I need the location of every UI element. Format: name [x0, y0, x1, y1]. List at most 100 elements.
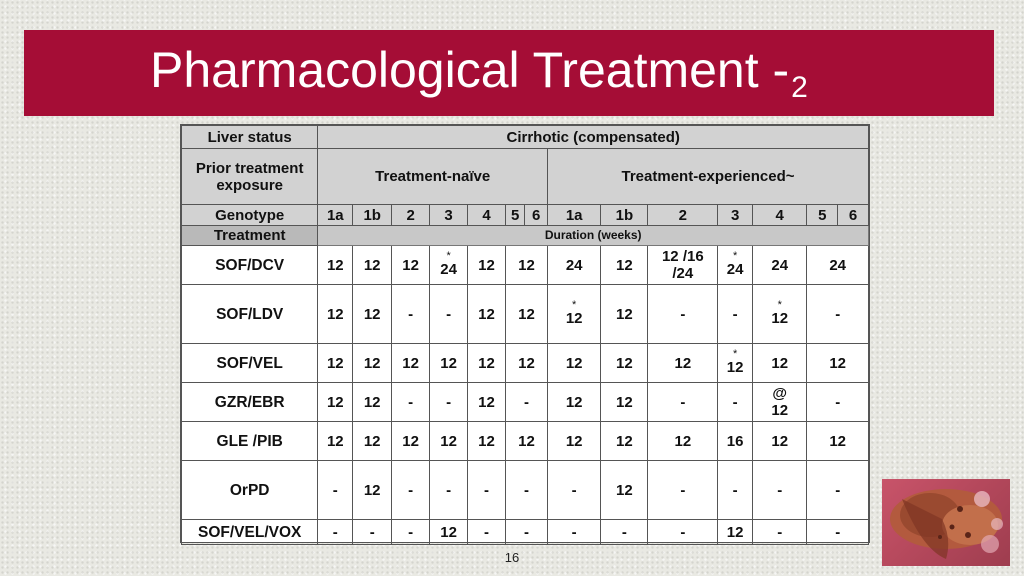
duration-cell-experienced: -: [806, 284, 869, 344]
duration-cell-experienced: -: [546, 519, 602, 545]
duration-value: 12: [726, 523, 744, 541]
duration-cell-naive: 12: [467, 245, 506, 285]
duration-cell-naive: 12: [467, 284, 506, 344]
duration-cell-naive: -: [391, 382, 431, 422]
duration-value: 12: [565, 393, 583, 411]
duration-cell-experienced: 12: [546, 382, 602, 422]
duration-value: 12: [616, 432, 633, 450]
genotype-naive-4: 4: [467, 204, 506, 226]
genotype-row: Genotype 1a 1b 2 3 4 5 6 1a 1b 2 3 4 5 6: [180, 204, 869, 226]
duration-value: 12: [363, 481, 381, 499]
liver-status-label: Liver status: [180, 125, 319, 149]
genotype-naive-2: 2: [391, 204, 431, 226]
liver-status-value: Cirrhotic (compensated): [317, 125, 869, 149]
duration-value: -: [680, 305, 686, 323]
duration-cell-naive: -: [429, 284, 469, 344]
genotype-experienced-5: 5: [806, 204, 839, 226]
duration-value: 12: [674, 432, 692, 450]
duration-value: -: [484, 481, 490, 499]
duration-cell-experienced: * 12: [546, 284, 602, 344]
duration-cell-naive: -: [467, 460, 506, 520]
drug-name: SOF/VEL/VOX: [180, 519, 319, 545]
genotype-naive-6: 6: [524, 204, 548, 226]
duration-cell-naive: 12: [467, 382, 506, 422]
table-row: SOF/DCV 12 12 12 * 24 12 12 24 12 12 /16 /24 * 24 24 2…: [180, 245, 869, 285]
genotype-experienced-4: 4: [752, 204, 808, 226]
duration-cell-experienced: 12 /16 /24: [647, 245, 719, 285]
duration-value: -: [777, 523, 783, 541]
duration-value: 12: [363, 354, 381, 372]
duration-cell-experienced: -: [717, 284, 754, 344]
duration-cell-naive: 12: [317, 382, 354, 422]
duration-cell-naive: 12: [317, 421, 354, 461]
duration-value: -: [408, 305, 414, 323]
duration-cell-experienced: 12: [752, 421, 808, 461]
duration-value: 24: [771, 256, 789, 274]
duration-value: -: [732, 305, 738, 323]
drug-name: SOF/LDV: [180, 284, 319, 344]
duration-value: 12: [616, 481, 633, 499]
duration-value: 12: [771, 354, 789, 372]
duration-value: 12: [402, 432, 419, 450]
drug-name: GLE /PIB: [180, 421, 319, 461]
duration-cell-naive: 12: [352, 382, 393, 422]
treatment-header-row: Treatment Duration (weeks): [180, 225, 869, 246]
duration-value: -: [680, 523, 686, 541]
duration-cell-naive: 12: [429, 421, 469, 461]
duration-cell-experienced: -: [752, 460, 808, 520]
duration-value: -: [446, 305, 452, 323]
duration-value: 24: [440, 261, 457, 278]
page-number: 16: [504, 550, 520, 565]
genotype-naive-0: 1a: [317, 204, 354, 226]
duration-cell-experienced: * 12: [717, 343, 754, 383]
liver-status-row: Liver status Cirrhotic (compensated): [180, 125, 869, 149]
slide-title-subscript: 2: [791, 71, 808, 104]
duration-cell-experienced: 12: [600, 343, 649, 383]
duration-value: 12: [518, 256, 535, 274]
duration-cell-experienced: * 24: [717, 245, 754, 285]
drug-name: GZR/EBR: [180, 382, 319, 422]
duration-cell-experienced: -: [600, 519, 649, 545]
duration-cell-experienced: 12: [600, 284, 649, 344]
duration-cell-naive: 12: [352, 421, 393, 461]
duration-value: -: [523, 481, 529, 499]
duration-value: 24: [829, 256, 847, 274]
duration-value: 12: [478, 256, 495, 274]
drug-name: SOF/DCV: [180, 245, 319, 285]
duration-cell-naive: -: [317, 519, 354, 545]
table-row: SOF/VEL/VOX - - -12- - - - -12- -: [180, 519, 869, 545]
duration-value: -: [680, 393, 686, 411]
duration-value: 12: [771, 432, 789, 450]
duration-value: 12: [363, 432, 381, 450]
duration-cell-experienced: 24: [546, 245, 602, 285]
duration-cell-experienced: -: [647, 460, 719, 520]
duration-cell-naive: -: [504, 460, 549, 520]
duration-value: 12: [326, 305, 344, 323]
duration-value: 12: [674, 354, 692, 372]
duration-value: 12: [518, 432, 535, 450]
duration-value: -: [732, 481, 738, 499]
duration-value: -: [835, 523, 841, 541]
duration-cell-experienced: * 12: [752, 284, 808, 344]
duration-cell-naive: 12: [391, 245, 431, 285]
duration-value: -: [446, 481, 452, 499]
duration-value: -: [408, 481, 414, 499]
duration-cell-naive: 12: [504, 245, 549, 285]
duration-cell-naive: 12: [352, 460, 393, 520]
duration-cell-experienced: -: [752, 519, 808, 545]
duration-cell-experienced: 12: [752, 343, 808, 383]
duration-value: 12: [518, 354, 535, 372]
duration-value: -: [571, 523, 577, 541]
duration-value: 12: [565, 354, 583, 372]
duration-value: 24: [565, 256, 583, 274]
duration-cell-experienced: -: [546, 460, 602, 520]
duration-cell-naive: 12: [352, 343, 393, 383]
duration-value: 12: [478, 432, 495, 450]
duration-cell-experienced: 12: [600, 421, 649, 461]
duration-value: -: [835, 481, 841, 499]
duration-value: 12: [616, 393, 633, 411]
duration-cell-experienced: -: [806, 519, 869, 545]
duration-cell-naive: 12: [317, 343, 354, 383]
duration-value: 12: [363, 305, 381, 323]
duration-cell-experienced: -: [717, 382, 754, 422]
